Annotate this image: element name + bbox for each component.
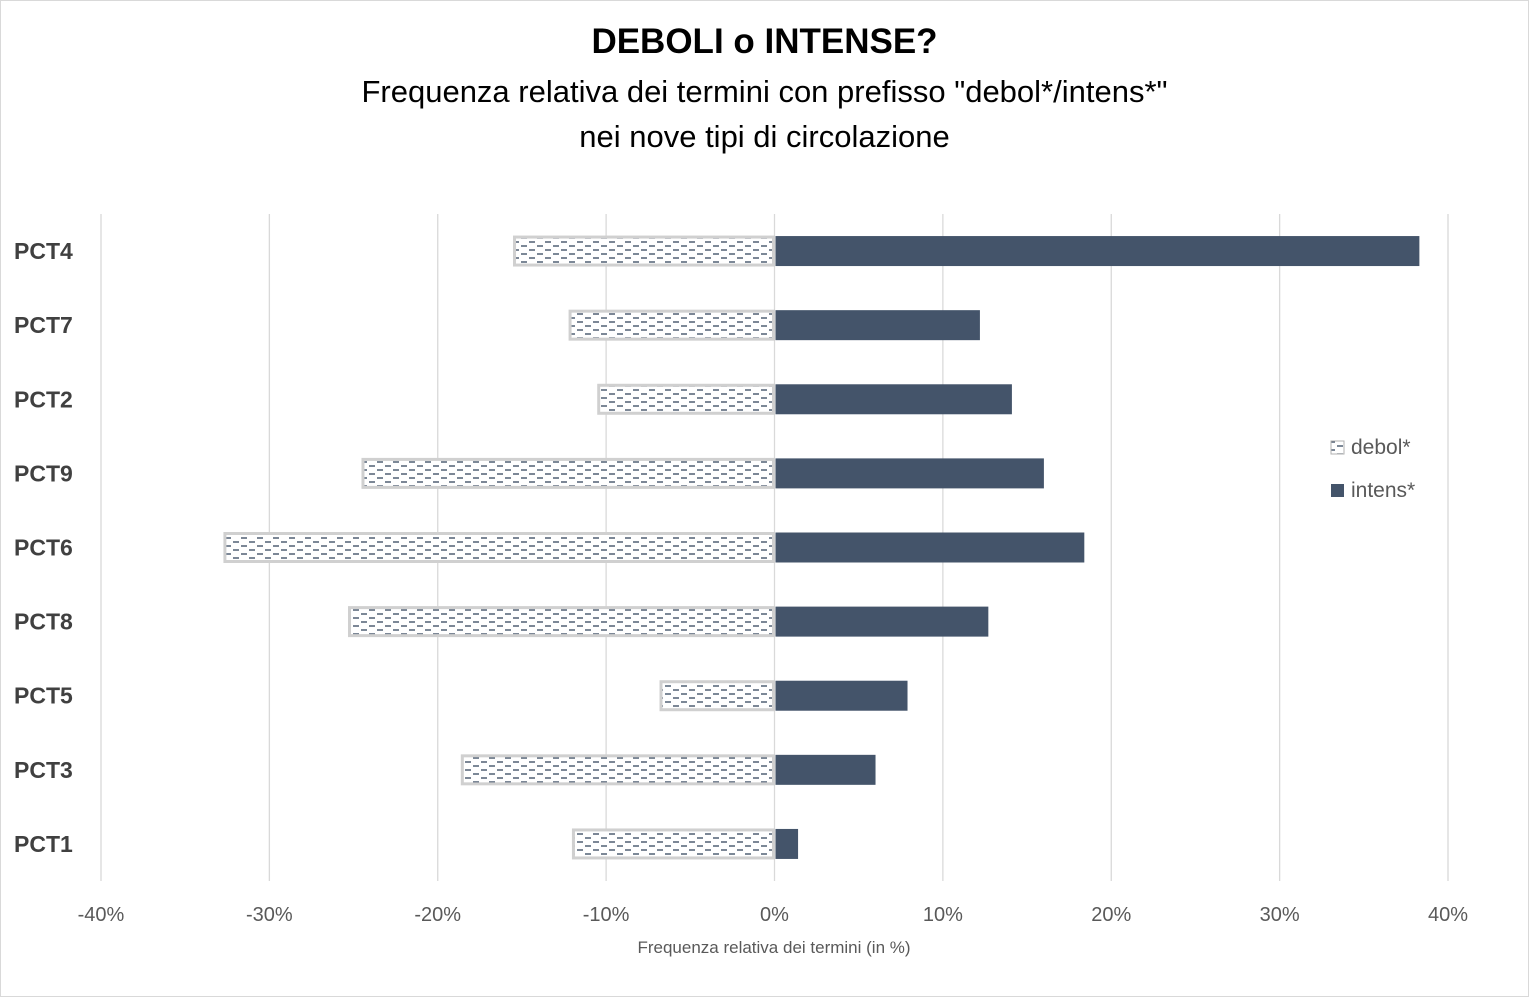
bar-intens-pct1 bbox=[775, 828, 799, 859]
x-tick-label: -10% bbox=[583, 904, 630, 926]
bar-intens-pct9 bbox=[775, 458, 1044, 489]
x-tick-label: -20% bbox=[414, 904, 461, 926]
bar-intens-pct4 bbox=[775, 236, 1420, 267]
bar-intens-pct6 bbox=[775, 532, 1085, 563]
legend: debol* intens* bbox=[1330, 436, 1415, 502]
bar-debol-pct6 bbox=[223, 532, 775, 563]
category-label-pct9: PCT9 bbox=[14, 460, 73, 486]
chart-subtitle-line-1: Frequenza relativa dei termini con prefi… bbox=[361, 74, 1168, 109]
category-label-pct2: PCT2 bbox=[14, 386, 73, 412]
bar-intens-pct5 bbox=[775, 680, 908, 711]
bar-debol-pct8 bbox=[348, 606, 775, 638]
bar-debol-pct1 bbox=[571, 828, 776, 860]
x-axis-title: Frequenza relativa dei termini (in %) bbox=[637, 938, 910, 957]
bar-debol-pct4 bbox=[513, 235, 775, 267]
bar-intens-pct3 bbox=[775, 754, 876, 785]
category-label-pct4: PCT4 bbox=[14, 238, 73, 264]
bar-debol-pct3 bbox=[460, 754, 775, 786]
x-tick-label: 40% bbox=[1428, 904, 1468, 926]
x-tick-label: 20% bbox=[1091, 904, 1131, 926]
bar-debol-pct5 bbox=[659, 680, 776, 712]
category-label-pct8: PCT8 bbox=[14, 609, 73, 635]
bar-debol-pct9 bbox=[361, 457, 775, 489]
x-tick-label: 30% bbox=[1260, 904, 1300, 926]
category-labels: PCT4 PCT7 PCT2 PCT9 PCT6 PCT8 PCT5 PCT3 PCT1 bbox=[14, 238, 73, 857]
x-axis-ticks: -40% -30% -20% -10% 0% 10% 20% 30% 40% bbox=[78, 904, 1469, 926]
legend-label-debol: debol* bbox=[1351, 436, 1411, 459]
category-label-pct7: PCT7 bbox=[14, 312, 73, 338]
legend-label-intens: intens* bbox=[1351, 479, 1415, 502]
bar-intens-pct2 bbox=[775, 384, 1012, 415]
x-tick-label: -30% bbox=[246, 904, 293, 926]
bars bbox=[223, 235, 1420, 860]
category-label-pct1: PCT1 bbox=[14, 831, 73, 857]
bar-intens-pct7 bbox=[775, 310, 980, 341]
bar-debol-pct7 bbox=[568, 309, 776, 341]
bar-debol-pct2 bbox=[597, 383, 775, 415]
category-label-pct6: PCT6 bbox=[14, 535, 73, 561]
x-tick-label: -40% bbox=[78, 904, 125, 926]
chart-title: DEBOLI o INTENSE? bbox=[591, 22, 938, 61]
x-tick-label: 0% bbox=[760, 904, 789, 926]
legend-swatch-intens bbox=[1331, 484, 1344, 497]
bar-intens-pct8 bbox=[775, 606, 989, 637]
x-tick-label: 10% bbox=[923, 904, 963, 926]
chart-subtitle-line-2: nei nove tipi di circolazione bbox=[579, 119, 950, 154]
legend-swatch-debol bbox=[1330, 440, 1345, 455]
category-label-pct5: PCT5 bbox=[14, 683, 73, 709]
category-label-pct3: PCT3 bbox=[14, 757, 73, 783]
